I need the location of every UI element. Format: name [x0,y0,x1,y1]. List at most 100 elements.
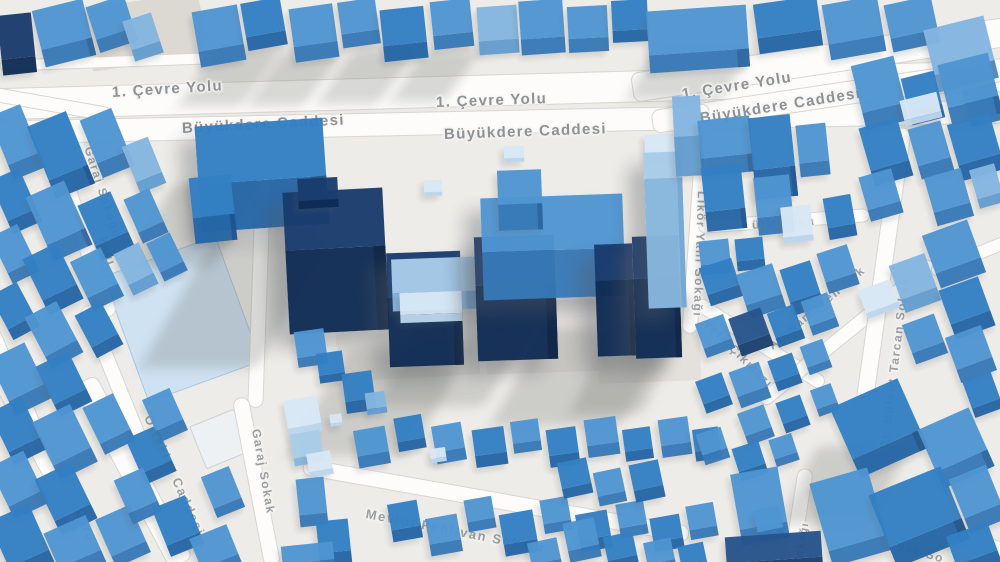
building[interactable] [0,12,38,76]
building[interactable] [800,292,840,336]
building[interactable] [280,541,336,562]
building-roof [379,5,427,47]
building-roof [280,541,335,562]
building[interactable] [503,145,525,163]
building-roof [645,4,749,56]
building[interactable] [423,179,443,197]
building-roof [566,4,609,40]
building[interactable] [424,513,464,557]
building-side [192,213,238,245]
building-side [330,422,343,427]
building-side [568,36,610,54]
building-side [498,203,544,231]
building-roof [496,169,543,205]
building-side [424,191,443,197]
building[interactable] [937,52,1000,126]
building[interactable] [336,0,382,49]
building[interactable] [297,176,339,210]
building-side [799,160,831,178]
building[interactable] [968,163,1000,209]
building[interactable] [496,169,544,231]
building[interactable] [857,279,901,319]
building[interactable] [700,164,748,232]
building-roof [391,256,477,294]
building-roof [188,173,235,219]
building[interactable] [821,0,887,61]
building[interactable] [795,122,831,178]
building[interactable] [288,3,340,63]
building[interactable] [610,0,650,43]
building-side [285,245,390,335]
building-roof [700,164,746,213]
building-roof [747,114,796,171]
building-side [366,406,388,416]
building[interactable] [379,5,429,63]
building[interactable] [282,187,390,335]
building-roof [297,176,339,202]
building[interactable] [191,4,247,68]
building-side [644,177,687,309]
building[interactable] [352,425,392,469]
building[interactable] [429,0,475,50]
building[interactable] [386,499,424,543]
building[interactable] [556,457,594,499]
building-roof [503,145,525,159]
building-roof [734,236,765,262]
building[interactable] [200,465,246,519]
building[interactable] [509,418,543,454]
building[interactable] [901,313,949,365]
building-side [1,56,38,76]
building[interactable] [816,244,860,294]
building-side [705,207,748,232]
building[interactable] [306,450,334,478]
building-side [504,157,525,163]
building[interactable] [399,290,463,324]
building-side [383,41,429,63]
building[interactable] [645,4,751,74]
building-side [661,441,693,458]
building[interactable] [471,425,509,469]
building[interactable] [775,394,811,434]
building[interactable] [583,415,621,459]
building-roof [423,179,443,193]
building-roof [295,476,328,516]
building[interactable] [728,361,772,409]
building[interactable] [695,372,733,414]
building-roof [399,290,463,316]
building[interactable] [594,243,636,357]
building[interactable] [566,4,610,54]
building[interactable] [393,413,427,453]
building-roof [795,122,830,164]
building[interactable] [685,501,719,541]
building-roof [610,0,649,31]
building[interactable] [463,495,497,533]
building[interactable] [122,12,164,62]
building[interactable] [752,0,824,55]
building-roof [429,0,473,37]
building[interactable] [850,55,910,131]
building[interactable] [767,352,803,392]
building-roof [780,204,814,238]
building[interactable] [476,4,520,56]
building[interactable] [822,193,858,241]
building[interactable] [429,446,447,464]
building[interactable] [518,0,566,56]
building-roof [594,243,634,281]
building[interactable] [829,378,929,478]
building[interactable] [592,467,628,507]
building[interactable] [628,459,666,503]
building[interactable] [121,136,167,194]
building[interactable] [329,413,343,427]
building[interactable] [188,173,238,245]
building[interactable] [724,530,824,562]
building[interactable] [768,432,800,468]
building[interactable] [364,390,388,416]
building[interactable] [657,416,693,458]
building[interactable] [621,426,655,462]
building[interactable] [780,204,814,244]
building[interactable] [240,0,288,52]
building[interactable] [799,338,833,376]
building[interactable] [295,476,329,528]
